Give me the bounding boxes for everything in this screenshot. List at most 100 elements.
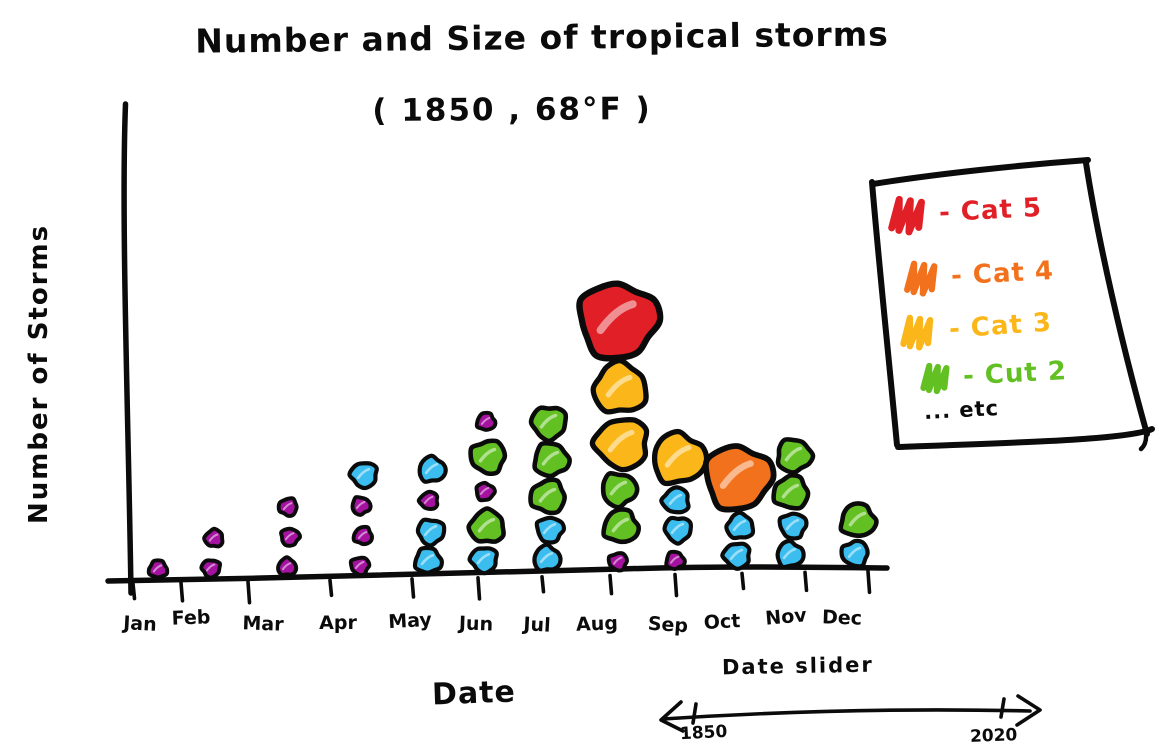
storm-bubble-nov-3 (771, 472, 811, 511)
storm-bubble-mar-3 (276, 496, 299, 518)
x-axis-ticks (131, 569, 872, 605)
legend-box-top (870, 157, 1091, 187)
legend-box-left (869, 179, 900, 448)
legend-label-etc: ... etc (923, 396, 1000, 424)
slider-max-value: 2020 (969, 725, 1018, 747)
storm-bubble-dec-1 (839, 538, 870, 569)
storm-bubble-aug-4 (589, 416, 650, 473)
x-tick-apr (328, 578, 334, 598)
storm-bubbles (146, 280, 879, 580)
storm-bubble-may-1 (412, 545, 444, 575)
bubble-highlight (281, 562, 292, 571)
month-label-jun: Jun (458, 612, 494, 636)
bubble-highlight (420, 553, 435, 566)
bubble-highlight (609, 480, 628, 496)
bubble-highlight (664, 445, 692, 468)
storm-bubble-jul-1 (532, 542, 563, 573)
x-tick-mar (246, 579, 252, 605)
bubble-highlight (478, 447, 497, 463)
bubble-highlight (480, 416, 491, 425)
legend-swatch-cat5-icon (888, 195, 925, 236)
slider-min-tick (691, 702, 698, 725)
storm-bubble-may-2 (415, 517, 447, 548)
bubble-highlight (539, 551, 554, 564)
legend-swatch-scribble (904, 260, 938, 297)
slider-right-arrowhead (1015, 694, 1042, 727)
storm-bubble-nov-2 (777, 511, 809, 541)
bubble-highlight (611, 517, 630, 533)
bubble-highlight (538, 487, 557, 503)
bubble-highlight (476, 552, 491, 565)
x-axis-line (105, 564, 890, 584)
bubble-highlight (357, 531, 368, 539)
y-axis-label: Number of Storms (24, 223, 54, 524)
bubble-highlight (670, 555, 680, 564)
bubble-highlight (847, 546, 862, 558)
x-tick-dec (866, 569, 872, 595)
storm-bubble-jul-4 (532, 440, 572, 479)
legend-swatch-scribble (920, 362, 950, 395)
x-tick-jan (131, 581, 137, 601)
legend-row-cat3: - Cat 3 (895, 303, 1053, 354)
storm-bubble-aug-2 (601, 507, 641, 545)
storm-bubble-jun-3 (474, 480, 497, 503)
storm-bubble-feb-1 (199, 558, 223, 580)
storm-bubble-mar-2 (279, 526, 302, 548)
date-slider-drawing (659, 694, 1042, 733)
y-axis-line (121, 101, 134, 596)
x-tick-nov (803, 570, 809, 593)
storm-bubble-may-4 (417, 453, 448, 484)
legend-label-cat4: - Cat 4 (950, 256, 1055, 292)
storm-bubble-jun-4 (468, 438, 508, 477)
storm-bubble-jul-2 (534, 515, 566, 545)
legend-label-cat3: - Cat 3 (948, 307, 1053, 345)
x-axis-label: Date (431, 674, 517, 713)
bubble-highlight (356, 468, 371, 480)
storm-bubble-aug-1 (606, 551, 629, 573)
legend-swatch-cat4-icon (904, 260, 938, 297)
legend-swatch-scribble (900, 314, 934, 351)
month-label-mar: Mar (242, 612, 284, 636)
storm-bubble-apr-4 (347, 461, 379, 491)
legend-row-cat5: - Cat 5 (885, 186, 1043, 238)
x-tick-sep (673, 572, 679, 598)
slider-max-tick (999, 697, 1006, 719)
storm-bubble-sep-4 (651, 428, 710, 487)
month-label-apr: Apr (319, 612, 357, 634)
bubble-highlight (732, 519, 747, 531)
bubble-highlight (784, 446, 803, 462)
month-label-aug: Aug (575, 612, 619, 636)
storm-bubble-sep-1 (664, 549, 687, 571)
month-label-dec: Dec (821, 606, 863, 630)
month-label-sep: Sep (647, 612, 689, 638)
date-slider-label: Date slider (721, 652, 874, 680)
bubble-highlight (282, 502, 293, 511)
chart-subtitle: ( 1850 , 68°F ) (372, 91, 652, 129)
storm-bubble-jul-3 (528, 477, 567, 516)
bubble-highlight (284, 532, 295, 541)
legend-box-right (1083, 160, 1150, 437)
storm-bubble-apr-2 (351, 524, 374, 547)
bubble-highlight (605, 374, 633, 398)
month-label-jul: Jul (522, 613, 552, 637)
bubble-highlight (719, 460, 754, 489)
storm-bubble-aug-6 (576, 280, 664, 362)
x-tick-feb (179, 580, 185, 603)
storm-bubble-apr-3 (350, 495, 373, 517)
storm-bubble-aug-5 (590, 357, 649, 415)
legend-box-pen-tail (1138, 417, 1149, 452)
bubble-highlight (208, 533, 219, 542)
bubble-highlight (479, 486, 490, 495)
bubble-highlight (596, 300, 637, 335)
storm-bubble-jan-1 (146, 558, 170, 580)
bubble-highlight (607, 429, 635, 453)
legend-box-bottom (895, 426, 1155, 450)
bubble-highlight (668, 493, 683, 505)
x-tick-jun (476, 576, 482, 601)
bubble-highlight (781, 483, 800, 499)
legend-row-etc: ... etc (923, 396, 999, 424)
x-tick-may (410, 577, 416, 599)
legend-row-cat2: - Cut 2 (917, 354, 1068, 396)
